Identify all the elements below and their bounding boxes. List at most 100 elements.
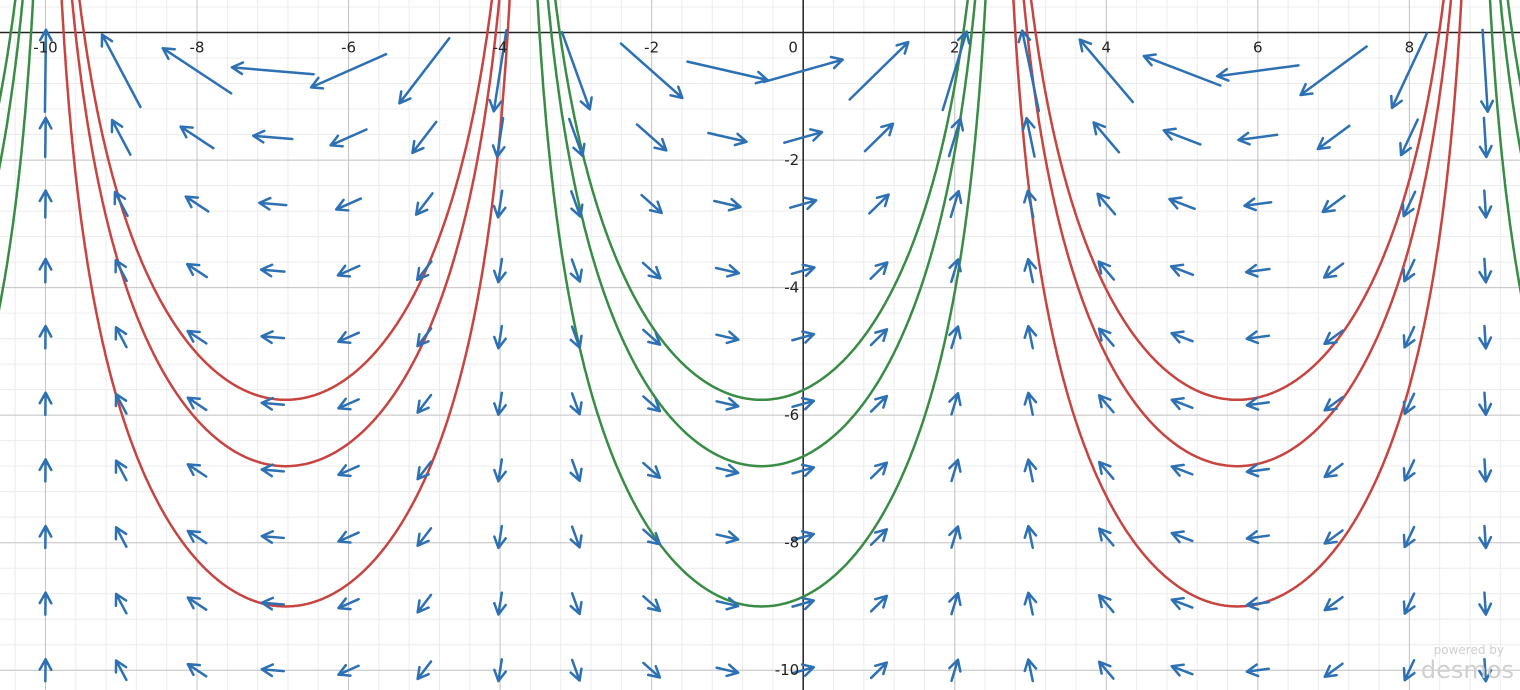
field-arrow	[1323, 529, 1344, 545]
field-arrow	[113, 190, 129, 218]
x-tick-label: -2	[644, 39, 659, 57]
field-arrow	[560, 30, 593, 111]
field-arrow	[337, 530, 360, 544]
field-arrow	[114, 459, 128, 482]
field-arrow	[416, 327, 433, 348]
field-arrow	[416, 660, 433, 681]
field-arrow	[38, 189, 53, 219]
field-arrow	[1097, 460, 1115, 481]
field-arrow	[179, 125, 215, 150]
field-arrow	[337, 663, 360, 677]
x-tick-label: -10	[33, 39, 58, 57]
y-tick-label: -6	[784, 406, 799, 424]
field-arrow	[110, 118, 132, 156]
field-arrow	[1023, 189, 1037, 219]
field-arrow	[1097, 660, 1115, 680]
field-arrow	[869, 528, 889, 546]
field-arrow	[493, 324, 507, 350]
field-arrow	[642, 328, 662, 346]
field-arrow	[416, 393, 433, 414]
field-arrow	[1023, 524, 1038, 550]
field-arrow	[1097, 593, 1115, 614]
field-arrow	[1097, 527, 1115, 547]
field-arrow	[947, 117, 965, 158]
field-arrow	[1243, 197, 1273, 212]
field-arrow	[337, 597, 360, 611]
field-arrow	[869, 328, 889, 347]
field-arrow	[260, 596, 285, 611]
field-arrow	[1023, 458, 1038, 483]
field-arrow	[791, 330, 816, 344]
field-arrow	[1170, 596, 1194, 611]
field-arrow	[186, 396, 208, 412]
field-arrow	[1162, 127, 1202, 146]
field-arrow	[38, 257, 53, 284]
field-arrow	[114, 259, 128, 283]
field-arrow	[1323, 462, 1344, 479]
field-arrow	[337, 464, 360, 478]
field-arrow	[1402, 659, 1416, 682]
field-arrow	[38, 591, 53, 616]
field-arrow	[569, 658, 583, 682]
solution-curve	[554, 0, 969, 402]
field-arrow	[1245, 463, 1270, 478]
field-arrow	[1316, 124, 1351, 151]
field-arrow	[260, 463, 286, 478]
field-arrow	[329, 128, 368, 148]
field-arrow	[848, 40, 910, 101]
field-arrow	[715, 530, 740, 544]
field-arrow	[38, 28, 53, 114]
field-arrow	[337, 397, 360, 411]
field-arrow	[260, 330, 286, 345]
solution-curve	[1022, 0, 1453, 468]
field-arrow	[1023, 324, 1038, 350]
field-arrow	[791, 663, 816, 677]
field-arrow	[1245, 396, 1271, 411]
field-arrow	[570, 190, 584, 218]
field-arrow	[335, 197, 363, 212]
field-arrow	[186, 596, 208, 611]
field-arrow	[569, 392, 583, 416]
field-arrow	[1478, 189, 1493, 219]
field-arrow	[686, 60, 769, 85]
field-arrow	[569, 325, 583, 349]
field-arrow	[493, 658, 507, 683]
solution-curve	[1029, 0, 1445, 402]
field-arrow	[783, 128, 824, 144]
axis-labels: -10 -8 -6 -4 -2 0 2 4 6 8 -2 -4 -6 -8 -10	[33, 39, 1414, 680]
field-arrow	[642, 661, 662, 679]
field-arrow	[869, 394, 889, 413]
field-arrow	[640, 193, 663, 215]
field-arrow	[948, 325, 962, 350]
x-tick-label: 2	[950, 39, 960, 57]
field-arrow	[1021, 116, 1036, 158]
field-arrow	[415, 260, 433, 282]
field-arrow	[260, 396, 286, 411]
field-arrow	[411, 120, 438, 155]
field-arrow	[715, 397, 740, 411]
field-arrow	[1478, 658, 1493, 683]
field-arrow	[336, 264, 361, 278]
field-arrow	[1323, 662, 1344, 678]
solution-curve	[78, 0, 494, 402]
field-arrow	[715, 330, 740, 345]
field-arrow	[38, 458, 53, 483]
field-arrow	[492, 257, 507, 284]
field-arrow	[1478, 524, 1493, 550]
field-arrow	[869, 261, 889, 281]
field-arrow	[184, 195, 210, 213]
field-arrow	[790, 263, 816, 278]
watermark-logo: desmos	[1421, 656, 1514, 684]
field-arrow	[1402, 592, 1416, 615]
field-arrow	[869, 661, 889, 680]
field-arrow	[791, 463, 816, 478]
field-arrow	[398, 37, 451, 105]
field-arrow	[1478, 324, 1493, 350]
field-arrow	[569, 592, 583, 616]
field-arrow	[948, 258, 962, 284]
field-arrow	[1170, 397, 1194, 411]
field-arrow	[714, 264, 741, 278]
field-arrow	[619, 42, 684, 100]
